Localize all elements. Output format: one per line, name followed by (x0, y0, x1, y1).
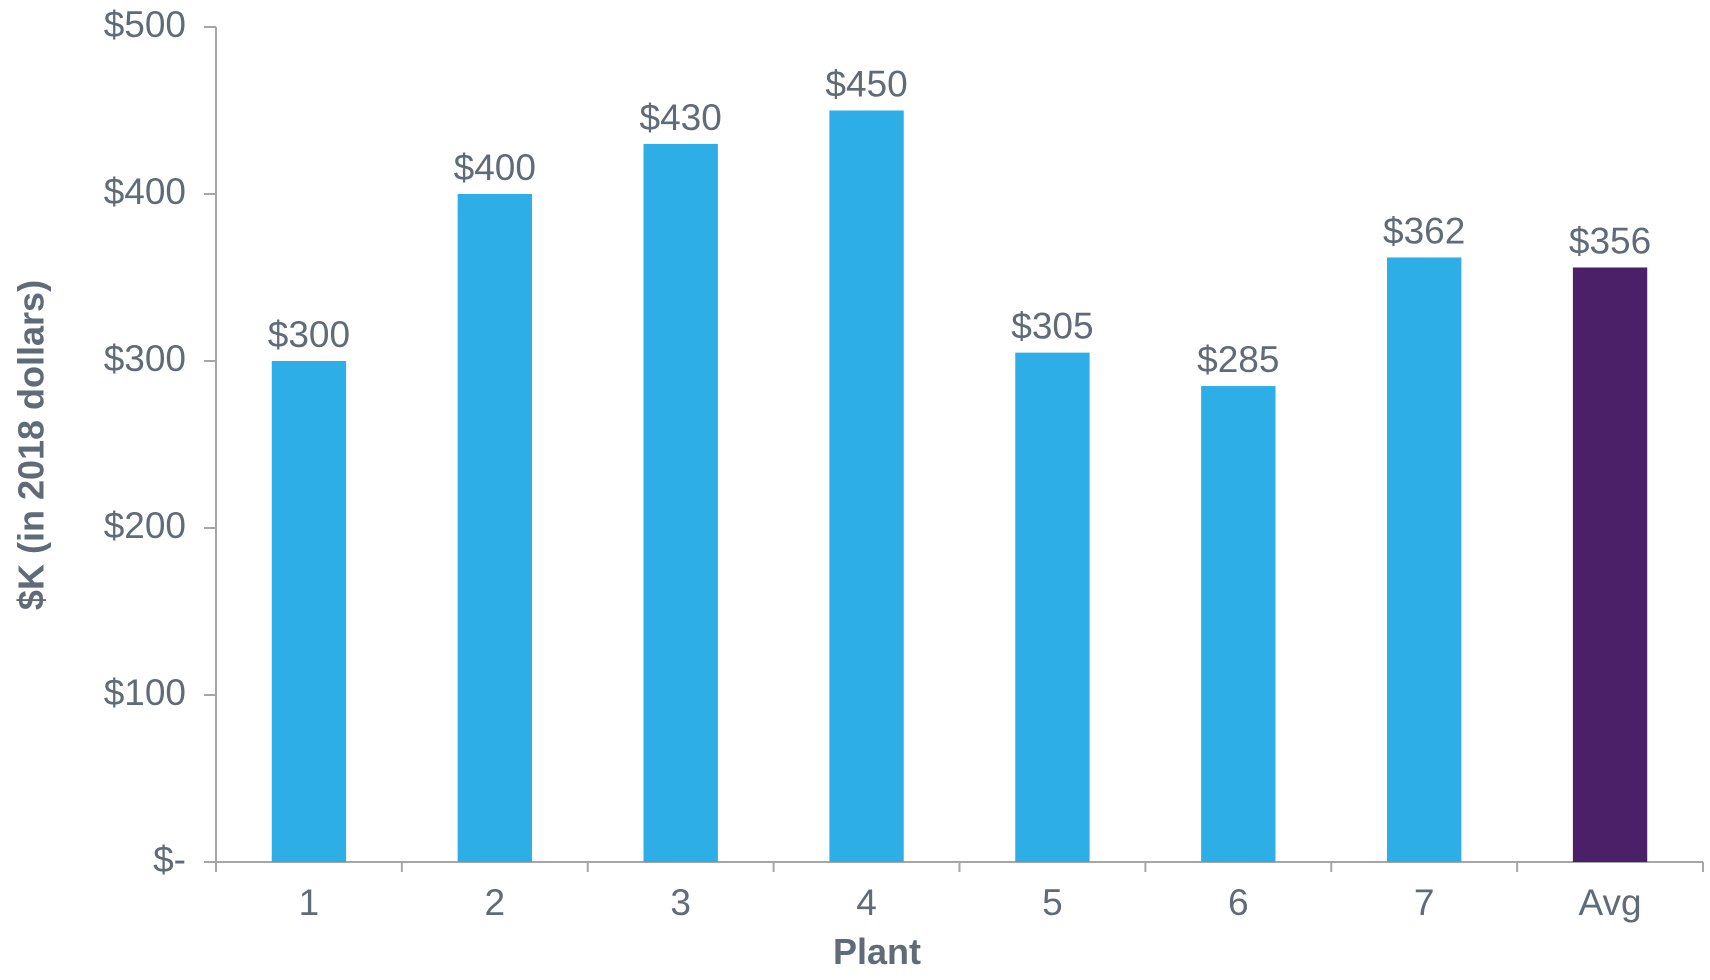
y-tick-label: $300 (104, 338, 186, 379)
value-label: $430 (640, 97, 722, 138)
x-axis-title: Plant (833, 931, 921, 972)
x-tick-label: Avg (1579, 882, 1642, 923)
value-label: $300 (268, 314, 350, 355)
x-tick-label: 2 (485, 882, 506, 923)
value-label: $356 (1569, 220, 1651, 261)
bar (1387, 257, 1462, 863)
y-tick-label: $400 (104, 171, 186, 212)
value-label: $285 (1197, 339, 1279, 380)
x-tick-label: 4 (856, 882, 877, 923)
y-tick-label: $500 (104, 4, 186, 45)
bar (1201, 386, 1276, 862)
y-tick-label: $100 (104, 672, 186, 713)
y-tick-label: $200 (104, 505, 186, 546)
x-tick-label: 1 (299, 882, 320, 923)
x-tick-label: 6 (1228, 882, 1249, 923)
value-label: $450 (825, 64, 907, 105)
bar (643, 143, 718, 862)
value-label: $305 (1011, 306, 1093, 347)
y-tick-label: $- (153, 839, 186, 880)
bar (1015, 352, 1090, 862)
y-axis-title: $K (in 2018 dollars) (11, 280, 52, 610)
x-tick-label: 7 (1414, 882, 1435, 923)
bar (1572, 267, 1648, 863)
value-label: $362 (1383, 210, 1465, 251)
bar (457, 194, 532, 862)
bar (271, 361, 347, 862)
x-tick-label: 5 (1042, 882, 1063, 923)
x-tick-label: 3 (670, 882, 691, 923)
value-label: $400 (454, 147, 536, 188)
bar (829, 110, 904, 862)
